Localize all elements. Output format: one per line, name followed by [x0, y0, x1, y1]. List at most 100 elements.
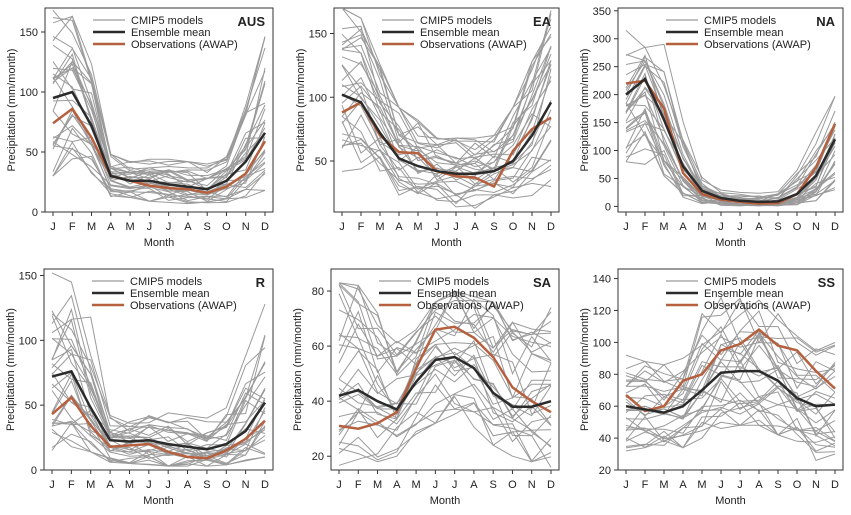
ensemble-mean-line: [625, 369, 836, 414]
x-tick-label: F: [68, 479, 75, 491]
model-line: [338, 290, 552, 373]
y-tick-label: 150: [20, 27, 38, 39]
model-line: [625, 332, 836, 393]
legend-label-ensemble: Ensemble mean: [131, 27, 211, 39]
y-tick-label: 40: [599, 433, 611, 445]
x-tick-label: F: [642, 221, 649, 233]
y-axis-title: Precipitation (mm/month): [5, 308, 17, 431]
model-line: [341, 114, 552, 195]
y-axis-title: Precipitation (mm/month): [292, 308, 304, 431]
x-tick-label: O: [222, 479, 231, 491]
x-tick-label: O: [793, 479, 802, 491]
model-line: [625, 409, 836, 452]
model-line: [51, 394, 266, 460]
x-tick-label: J: [623, 479, 629, 491]
x-axis-title: Month: [715, 237, 746, 249]
y-tick-label: 100: [19, 335, 37, 347]
legend-label-ensemble: Ensemble mean: [704, 27, 784, 39]
x-tick-label: S: [204, 221, 211, 233]
x-tick-label: M: [375, 221, 384, 233]
model-line: [625, 336, 836, 390]
model-line: [52, 155, 266, 204]
model-line: [338, 282, 552, 358]
model-line: [341, 8, 552, 151]
model-line: [51, 431, 266, 467]
model-line: [52, 17, 266, 165]
model-line: [341, 53, 552, 173]
model-line: [338, 356, 552, 420]
y-tick-label: 50: [26, 147, 38, 159]
x-tick-label: O: [508, 479, 517, 491]
model-line: [625, 60, 836, 202]
ensemble-mean-line: [341, 93, 553, 176]
x-tick-label: J: [336, 479, 342, 491]
model-line: [341, 138, 552, 208]
x-tick-label: S: [774, 479, 781, 491]
x-tick-label: J: [718, 221, 724, 233]
y-tick-label: 50: [315, 156, 327, 168]
x-tick-label: O: [509, 221, 518, 233]
plot-frame: [333, 7, 560, 213]
legend-label-models: CMIP5 models: [130, 276, 203, 288]
model-line: [338, 394, 552, 463]
model-line: [338, 284, 552, 377]
model-line: [338, 342, 552, 410]
x-tick-label: J: [737, 479, 743, 491]
legend-label-obs: Observations (AWAP): [131, 39, 238, 51]
region-label: SA: [533, 275, 552, 290]
x-tick-label: F: [358, 221, 365, 233]
x-tick-label: M: [373, 479, 382, 491]
region-label: SS: [818, 275, 836, 290]
region-label: NA: [816, 14, 835, 29]
model-line: [625, 299, 836, 366]
x-tick-label: M: [659, 221, 668, 233]
x-tick-label: A: [107, 221, 115, 233]
x-tick-label: J: [623, 221, 629, 233]
model-line: [625, 63, 836, 200]
y-tick-label: 60: [599, 401, 611, 413]
model-line: [51, 353, 266, 457]
x-tick-label: N: [528, 221, 536, 233]
x-tick-label: N: [812, 221, 820, 233]
model-line: [625, 348, 836, 419]
x-tick-label: J: [146, 479, 152, 491]
x-tick-label: M: [126, 221, 135, 233]
x-tick-label: D: [547, 221, 555, 233]
legend-label-obs: Observations (AWAP): [704, 39, 811, 51]
series-lines: [625, 30, 837, 207]
model-line: [52, 141, 266, 205]
y-tick-label: 20: [599, 465, 611, 477]
x-tick-label: S: [490, 479, 497, 491]
y-axis-title: Precipitation (mm/month): [295, 49, 307, 172]
model-line: [341, 13, 552, 156]
model-line: [51, 313, 266, 441]
observations-line: [338, 325, 552, 430]
y-tick-label: 100: [593, 337, 611, 349]
x-tick-label: J: [165, 479, 171, 491]
y-tick-label: 120: [593, 305, 611, 317]
x-axis-title: Month: [431, 237, 462, 249]
model-line: [52, 63, 266, 191]
y-tick-label: 350: [593, 6, 611, 18]
y-tick-label: 50: [599, 173, 611, 185]
x-tick-label: F: [642, 479, 649, 491]
y-axis-title: Precipitation (mm/month): [6, 49, 18, 172]
model-line: [625, 399, 836, 453]
model-line: [341, 120, 552, 205]
model-line: [338, 351, 551, 420]
plot-frame: [617, 268, 844, 471]
legend-label-models: CMIP5 models: [420, 15, 493, 27]
model-line: [51, 390, 266, 457]
x-tick-label: A: [470, 479, 478, 491]
model-line: [341, 142, 552, 209]
model-line: [625, 333, 836, 409]
legend-label-obs: Observations (AWAP): [130, 300, 237, 312]
x-tick-label: J: [434, 221, 440, 233]
